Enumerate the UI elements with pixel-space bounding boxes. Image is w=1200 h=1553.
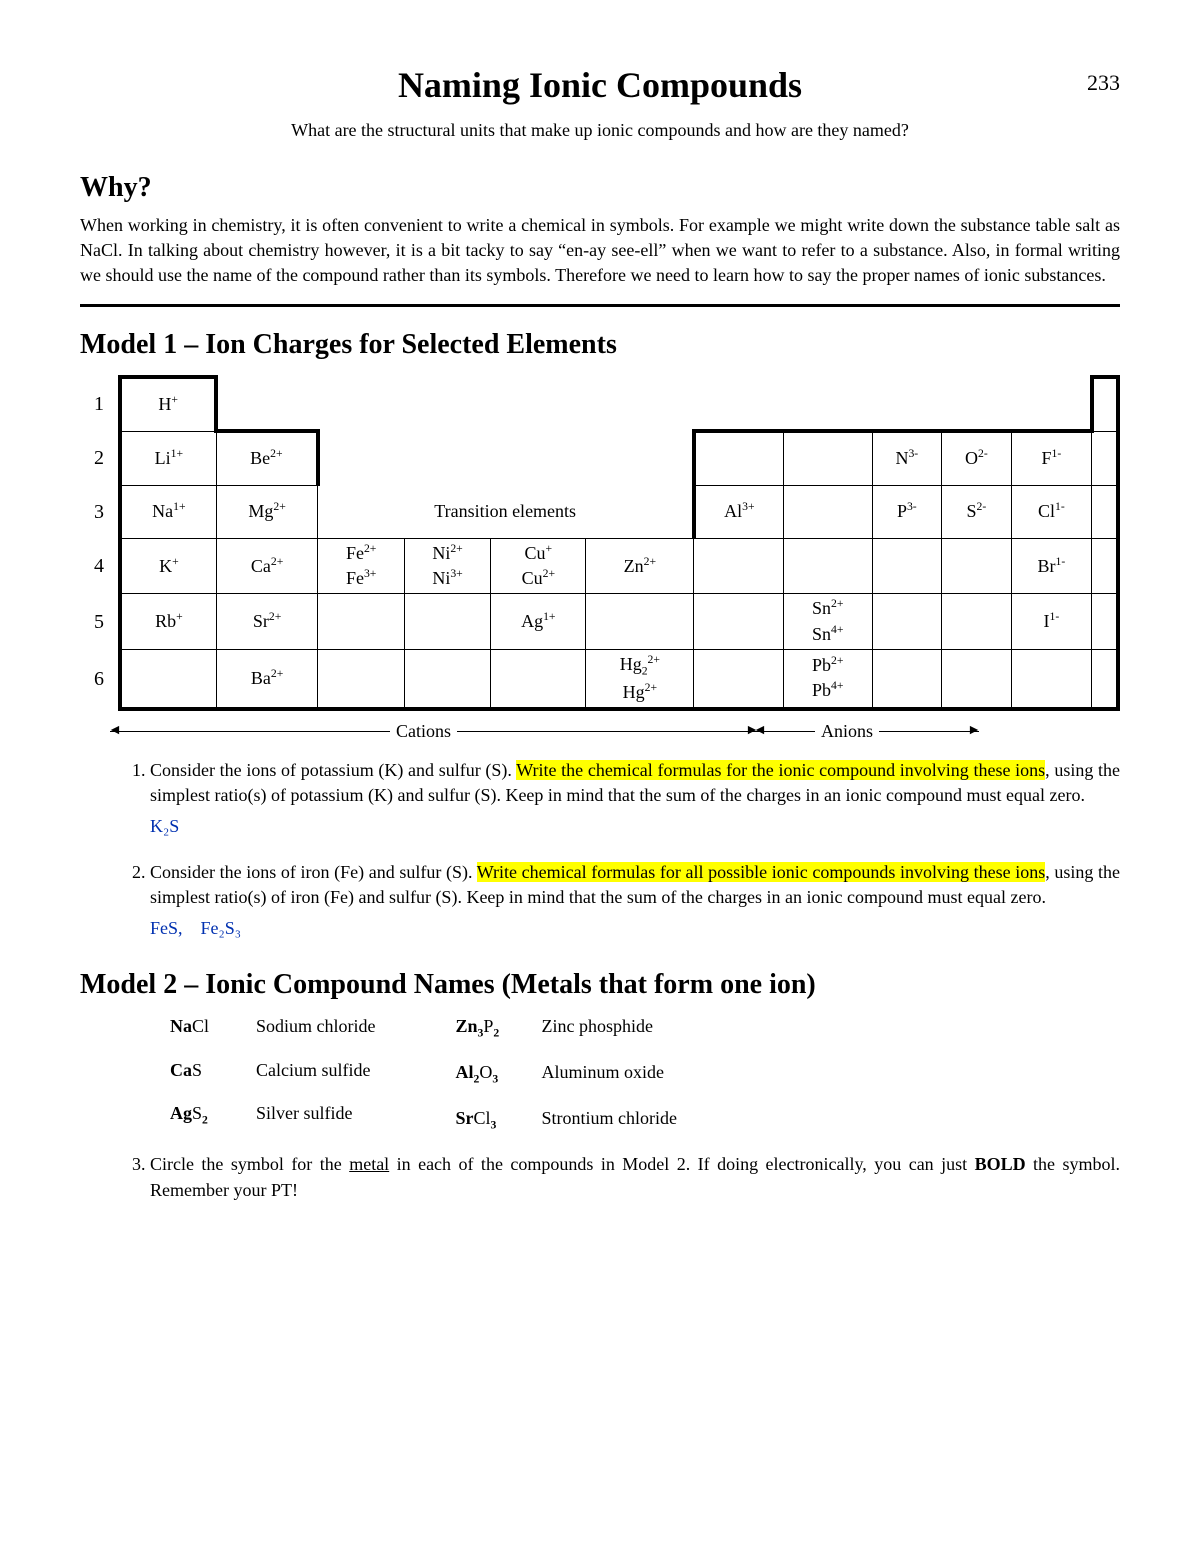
model2-examples: NaClSodium chlorideCaSCalcium sulfideAgS… — [170, 1014, 1120, 1134]
periodic-table: 1 H+ 2 Li1+ Be2+ N3- O2- F1- 3 Na1+ Mg2+… — [80, 375, 1120, 711]
why-heading: Why? — [80, 168, 1120, 207]
question-3: Circle the symbol for the metal in each … — [150, 1152, 1120, 1202]
cation-anion-labels: Cations Anions — [80, 719, 1120, 744]
page-subtitle: What are the structural units that make … — [80, 118, 1120, 143]
question-1: Consider the ions of potassium (K) and s… — [150, 758, 1120, 840]
question-2: Consider the ions of iron (Fe) and sulfu… — [150, 860, 1120, 942]
answer-2: FeS, Fe₂S₃ — [150, 916, 1120, 941]
why-text: When working in chemistry, it is often c… — [80, 213, 1120, 289]
divider — [80, 304, 1120, 307]
model2-heading: Model 2 – Ionic Compound Names (Metals t… — [80, 965, 1120, 1004]
model1-heading: Model 1 – Ion Charges for Selected Eleme… — [80, 325, 1120, 364]
page-number: 233 — [1087, 68, 1120, 99]
answer-1: K₂S — [150, 814, 1120, 839]
page-title: Naming Ionic Compounds — [80, 60, 1120, 110]
